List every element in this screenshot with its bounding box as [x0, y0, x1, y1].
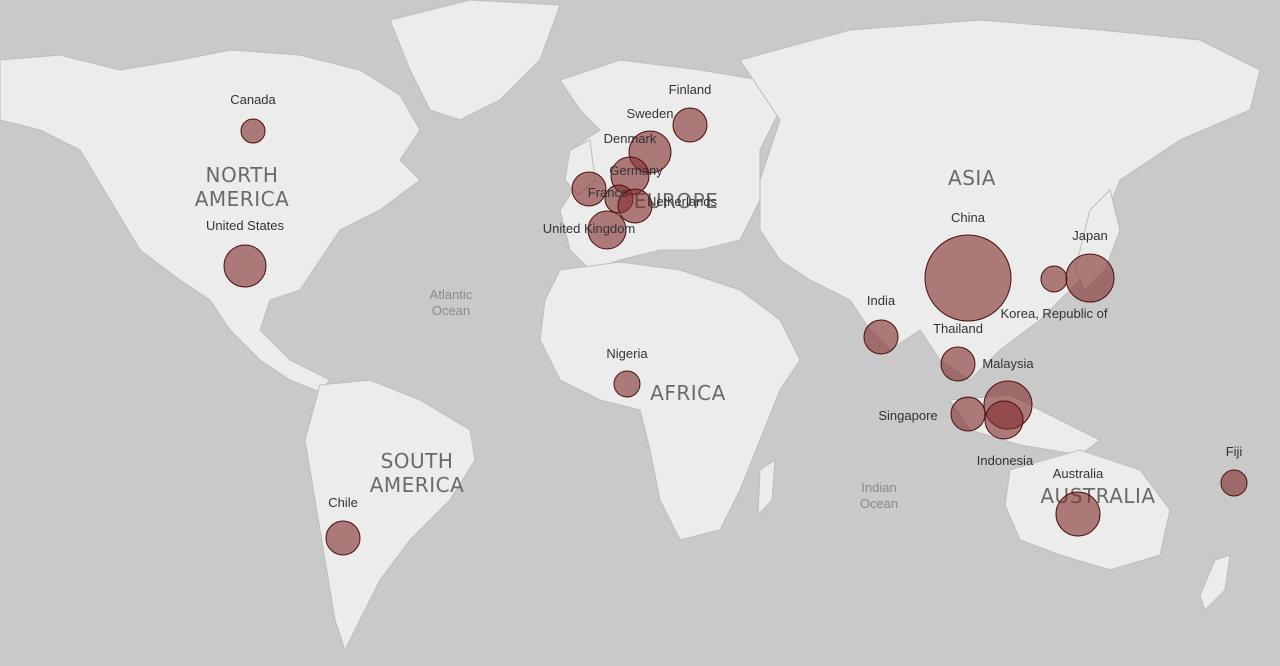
country-label: Singapore — [878, 408, 937, 423]
bubble-singapore[interactable] — [950, 396, 986, 432]
country-label: Malaysia — [982, 356, 1034, 371]
atlantic-ocean-label: Atlantic — [430, 287, 473, 302]
country-label: Thailand — [933, 321, 983, 336]
country-label: Netherlands — [647, 194, 718, 209]
atlantic-ocean-label-2: Ocean — [432, 303, 470, 318]
indian-ocean-label: Indian — [861, 480, 896, 495]
country-label: Sweden — [627, 106, 674, 121]
north-america-label-2: AMERICA — [195, 187, 290, 211]
south-america-label-2: AMERICA — [370, 473, 465, 497]
asia-landmass — [739, 19, 1261, 381]
new-zealand-landmass — [1199, 554, 1231, 611]
country-label: Canada — [230, 92, 276, 107]
bubble-australia[interactable] — [1055, 491, 1101, 537]
bubble-india[interactable] — [863, 319, 899, 355]
africa-landmass — [539, 261, 801, 541]
africa-label: AFRICA — [650, 381, 726, 405]
country-label: China — [951, 210, 986, 225]
bubble-japan[interactable] — [1065, 253, 1115, 303]
bubble-united-states[interactable] — [223, 244, 267, 288]
country-label: France — [588, 185, 628, 200]
bubble-united-kingdom[interactable] — [587, 210, 627, 250]
country-label: India — [867, 293, 896, 308]
bubble-france[interactable] — [571, 171, 607, 207]
asia-label: ASIA — [948, 166, 996, 190]
bubble-chile[interactable] — [325, 520, 361, 556]
bubble-netherlands[interactable] — [617, 188, 653, 224]
greenland-landmass — [389, 0, 561, 121]
bubble-canada[interactable] — [240, 118, 266, 144]
south-america-landmass — [304, 379, 476, 652]
land-layer — [0, 0, 1261, 652]
north-america-label: NORTH — [206, 163, 279, 187]
country-label: Australia — [1053, 466, 1104, 481]
bubble-fiji[interactable] — [1220, 469, 1248, 497]
country-label: Japan — [1072, 228, 1107, 243]
indian-ocean-label-2: Ocean — [860, 496, 898, 511]
country-label: Denmark — [604, 131, 657, 146]
bubble-finland[interactable] — [672, 107, 708, 143]
country-label: Indonesia — [977, 453, 1034, 468]
country-label: Finland — [669, 82, 712, 97]
north-america-landmass — [0, 49, 421, 393]
madagascar-landmass — [757, 459, 776, 517]
country-label: Fiji — [1226, 444, 1243, 459]
bubble-nigeria[interactable] — [613, 370, 641, 398]
country-label: Germany — [609, 163, 663, 178]
bubble-indonesia[interactable] — [984, 400, 1024, 440]
ocean-labels: Atlantic Ocean Indian Ocean — [430, 287, 898, 511]
country-label: Chile — [328, 495, 358, 510]
country-label: United States — [206, 218, 285, 233]
country-label: Nigeria — [606, 346, 648, 361]
south-america-label: SOUTH — [381, 449, 454, 473]
continent-labels: NORTH AMERICA SOUTH AMERICA EUROPE AFRIC… — [195, 163, 1155, 508]
bubble-thailand[interactable] — [940, 346, 976, 382]
country-labels: Canada United States Chile Finland Swede… — [206, 82, 1242, 510]
country-label: Korea, Republic of — [1001, 306, 1108, 321]
bubble-layer[interactable] — [223, 107, 1248, 556]
bubble-korea[interactable] — [1040, 265, 1068, 293]
country-label: United Kingdom — [543, 221, 636, 236]
bubble-china[interactable] — [924, 234, 1012, 322]
